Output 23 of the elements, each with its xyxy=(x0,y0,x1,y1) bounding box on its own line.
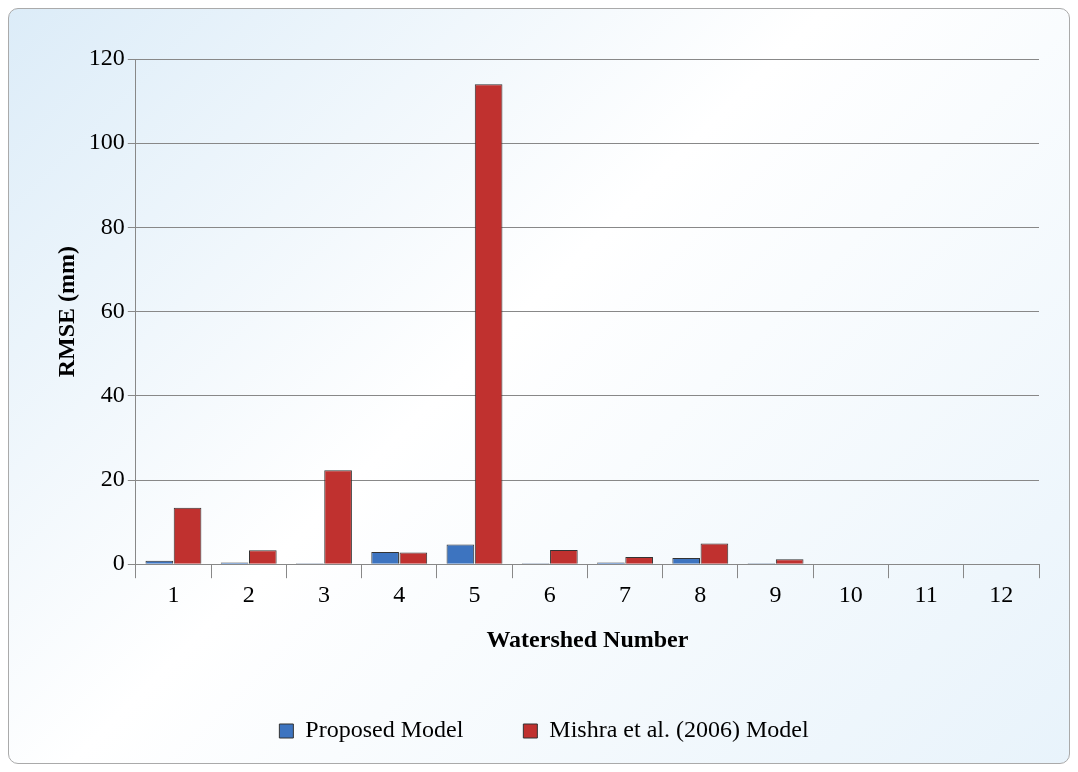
y-tick-label: 40 xyxy=(100,381,125,408)
y-tick-label: 20 xyxy=(100,465,125,492)
y-axis-title: RMSE (mm) xyxy=(52,245,79,378)
x-axis-title: Watershed Number xyxy=(486,625,689,652)
y-tick-label: 80 xyxy=(100,212,125,239)
x-tick-label: 12 xyxy=(989,581,1014,608)
x-tick-label: 1 xyxy=(167,581,180,608)
y-tick-label: 100 xyxy=(88,128,125,155)
x-tick-label: 4 xyxy=(393,581,406,608)
x-tick-label: 3 xyxy=(317,581,330,608)
x-tick-label: 5 xyxy=(468,581,481,608)
y-tick-label: 0 xyxy=(112,549,125,576)
x-tick-label: 7 xyxy=(619,581,632,608)
x-tick-label: 8 xyxy=(694,581,707,608)
x-tick-label: 9 xyxy=(769,581,782,608)
x-tick-label: 10 xyxy=(838,581,863,608)
legend-label: Mishra et al. (2006) Model xyxy=(549,716,809,743)
x-tick-label: 11 xyxy=(914,581,938,608)
x-tick-label: 6 xyxy=(543,581,556,608)
legend-label: Proposed Model xyxy=(305,716,464,743)
y-tick-label: 120 xyxy=(88,44,125,71)
y-tick-label: 60 xyxy=(100,296,125,323)
x-tick-label: 2 xyxy=(242,581,255,608)
